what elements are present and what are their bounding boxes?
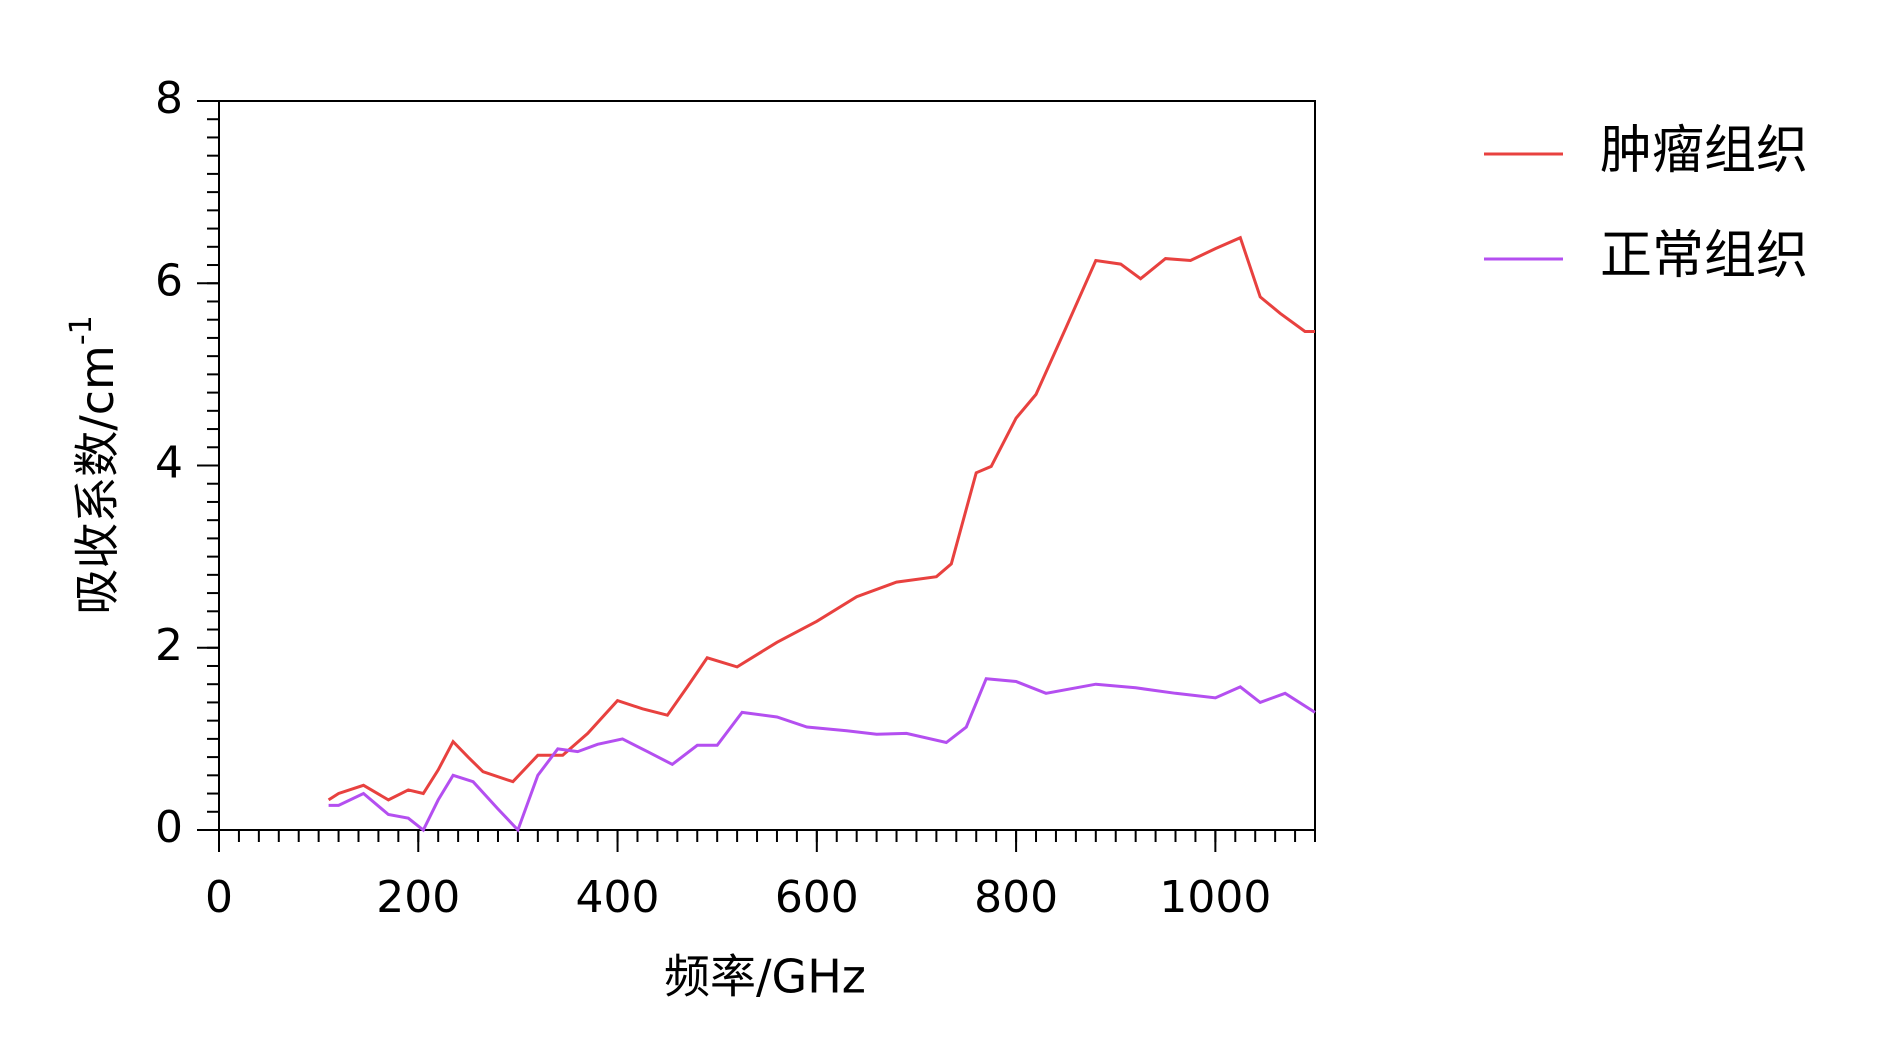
x-tick-label: 800 bbox=[974, 872, 1058, 923]
y-tick-label: 0 bbox=[155, 802, 183, 853]
x-tick-label: 200 bbox=[376, 872, 460, 923]
y-axis-label-main: 吸收系数/cm bbox=[70, 345, 124, 615]
legend-label: 正常组织 bbox=[1600, 226, 1808, 286]
y-axis-label: 吸收系数/cm-1 bbox=[64, 315, 124, 615]
plot-frame bbox=[218, 100, 1316, 831]
y-tick-label: 2 bbox=[155, 620, 183, 671]
y-tick-label: 8 bbox=[155, 73, 183, 124]
series-line bbox=[328, 677, 1316, 833]
x-tick-label: 0 bbox=[205, 872, 233, 923]
x-tick-label: 600 bbox=[775, 872, 859, 923]
x-tick-label: 1000 bbox=[1159, 872, 1271, 923]
y-axis-label-sup: -1 bbox=[64, 315, 99, 345]
x-tick-label: 400 bbox=[576, 872, 660, 923]
y-tick-label: 6 bbox=[155, 255, 183, 306]
legend-label: 肿瘤组织 bbox=[1600, 121, 1808, 181]
series-line bbox=[327, 235, 1315, 802]
x-axis-label: 频率/GHz bbox=[664, 950, 866, 1004]
y-tick-label: 4 bbox=[155, 438, 183, 489]
